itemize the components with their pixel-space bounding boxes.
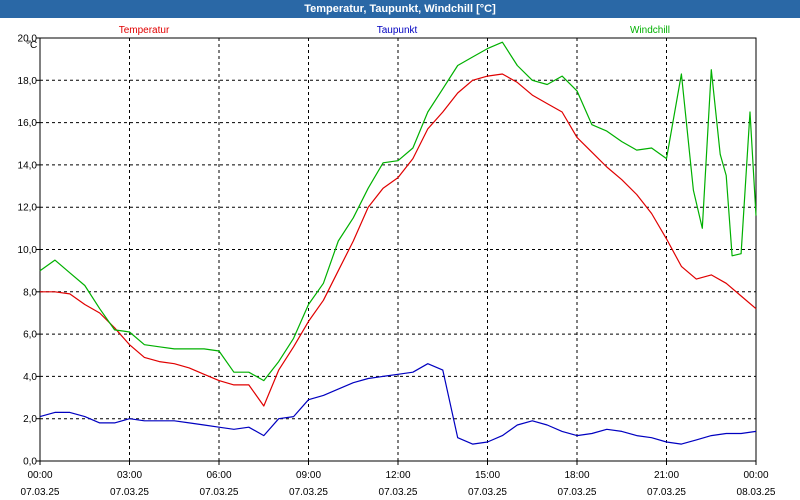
x-tick-time: 00:00 (27, 470, 52, 481)
series-line-windchill (39, 41, 757, 382)
x-tick-date: 07.03.25 (200, 487, 239, 498)
y-tick-label: 0,0 (23, 457, 37, 468)
y-tick-label: 12,0 (18, 203, 38, 214)
x-tick-time: 18:00 (564, 470, 589, 481)
y-tick-label: 20,0 (18, 34, 38, 45)
grid-lines (40, 37, 756, 461)
legend-item: Taupunkt (377, 25, 418, 36)
x-tick-date: 07.03.25 (468, 487, 507, 498)
x-tick-date: 07.03.25 (289, 487, 328, 498)
x-tick-time: 21:00 (654, 470, 679, 481)
x-tick-time: 00:00 (743, 470, 768, 481)
window-title: Temperatur, Taupunkt, Windchill [°C] (0, 0, 800, 18)
series-line-temperatur (40, 73, 757, 407)
x-tick-date: 08.03.25 (737, 487, 776, 498)
x-axis-ticks: 00:00 07.03.25 03:00 07.03.25 06:00 07.03.25 0… (21, 461, 776, 498)
legend-item: Windchill (630, 25, 670, 36)
x-tick-date: 07.03.25 (647, 487, 686, 498)
chart-area: Temperatur Taupunkt Windchill °C 0,0 2,0 4,0… (18, 25, 776, 498)
chart-legend: Temperatur Taupunkt Windchill (119, 25, 670, 36)
y-tick-label: 4,0 (23, 372, 37, 383)
y-tick-label: 14,0 (18, 160, 38, 171)
y-tick-label: 10,0 (18, 245, 38, 256)
y-tick-label: 16,0 (18, 118, 38, 129)
data-series (39, 41, 757, 445)
y-tick-label: 6,0 (23, 330, 37, 341)
series-line-taupunkt (39, 363, 757, 445)
legend-item: Temperatur (119, 25, 170, 36)
y-tick-label: 8,0 (23, 287, 37, 298)
x-tick-time: 09:00 (296, 470, 321, 481)
x-tick-date: 07.03.25 (21, 487, 60, 498)
x-tick-time: 12:00 (385, 470, 410, 481)
x-tick-date: 07.03.25 (558, 487, 597, 498)
y-axis-ticks: 0,0 2,0 4,0 6,0 8,0 10,0 12,0 14,0 16,0 18,0 20,0 (18, 34, 40, 468)
x-tick-date: 07.03.25 (110, 487, 149, 498)
y-tick-label: 18,0 (18, 76, 38, 87)
x-tick-time: 15:00 (475, 470, 500, 481)
y-axis-label: °C (26, 40, 37, 51)
x-tick-time: 03:00 (117, 470, 142, 481)
x-tick-time: 06:00 (206, 470, 231, 481)
y-tick-label: 2,0 (23, 414, 37, 425)
x-tick-date: 07.03.25 (379, 487, 418, 498)
